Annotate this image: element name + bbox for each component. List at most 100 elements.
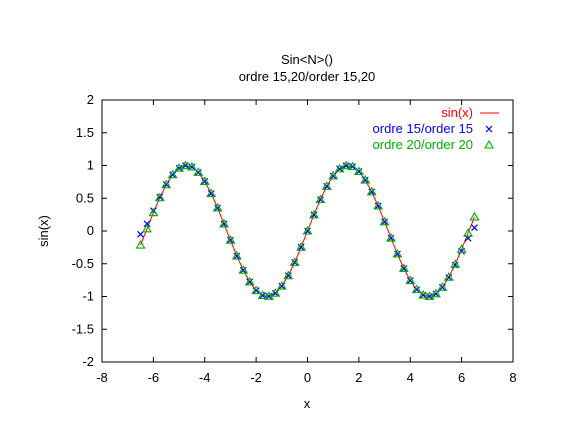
data-point xyxy=(329,172,337,180)
y-axis-ticks: -2 -1.5 -1 -0.5 0 0.5 1 1.5 2 xyxy=(72,92,513,369)
data-point xyxy=(219,218,229,228)
data-point xyxy=(276,280,287,290)
data-point xyxy=(438,283,446,291)
data-point xyxy=(424,291,435,300)
data-point xyxy=(366,186,377,196)
legend-marker xyxy=(484,139,494,149)
data-point xyxy=(398,263,409,273)
data-point xyxy=(379,216,390,226)
data-point xyxy=(342,162,350,170)
x-tick-label: -2 xyxy=(250,370,262,385)
data-point xyxy=(142,223,152,233)
data-point xyxy=(212,202,223,212)
y-axis-label: sin(x) xyxy=(36,215,51,247)
x-tick-label: 4 xyxy=(407,370,414,385)
series-layer xyxy=(135,160,480,300)
data-point xyxy=(231,250,242,260)
data-point xyxy=(148,207,159,217)
data-point xyxy=(207,190,215,197)
data-point xyxy=(316,196,324,204)
data-point xyxy=(413,286,421,294)
x-tick-label: -4 xyxy=(199,370,211,385)
y-tick-label: -2 xyxy=(82,354,94,369)
data-point xyxy=(297,243,305,251)
data-point xyxy=(463,228,473,237)
data-point xyxy=(308,209,319,219)
data-point xyxy=(321,181,332,190)
data-point xyxy=(239,266,247,274)
data-point xyxy=(456,244,467,253)
legend-marker xyxy=(485,125,493,133)
data-point xyxy=(361,176,369,184)
y-tick-label: 1.5 xyxy=(76,125,94,140)
data-point xyxy=(175,164,183,172)
data-point xyxy=(443,272,454,281)
data-point xyxy=(387,234,395,242)
data-point xyxy=(220,220,228,228)
data-point xyxy=(206,188,217,198)
data-point xyxy=(296,242,307,251)
data-point xyxy=(430,288,441,298)
y-tick-label: -1.5 xyxy=(72,321,94,336)
x-tick-label: 2 xyxy=(355,370,362,385)
data-point xyxy=(289,257,300,266)
data-point xyxy=(161,179,172,189)
data-point xyxy=(162,181,170,188)
data-point xyxy=(291,258,299,266)
data-point xyxy=(271,289,279,297)
x-tick-label: 6 xyxy=(458,370,465,385)
data-point xyxy=(469,211,480,221)
legend-label: sin(x) xyxy=(441,105,473,120)
data-point xyxy=(180,160,191,170)
data-point xyxy=(304,227,311,235)
data-point xyxy=(199,176,210,185)
data-point xyxy=(244,276,255,286)
data-point xyxy=(432,290,440,298)
data-point xyxy=(406,277,414,285)
data-point xyxy=(227,236,234,244)
data-point xyxy=(328,170,339,180)
data-point xyxy=(310,211,318,219)
y-tick-label: 1 xyxy=(87,158,94,173)
data-point xyxy=(323,182,331,190)
data-point xyxy=(471,224,478,232)
data-point xyxy=(336,165,344,173)
data-point xyxy=(246,278,254,286)
data-point xyxy=(225,235,236,244)
data-point xyxy=(368,188,376,196)
chart-subtitle: ordre 15,20/order 15,20 xyxy=(239,69,376,84)
data-point xyxy=(381,218,388,226)
x-tick-label: 0 xyxy=(304,370,311,385)
data-point xyxy=(450,259,461,268)
data-point xyxy=(270,288,281,297)
data-point xyxy=(353,166,364,176)
data-point xyxy=(186,161,197,171)
x-tick-label: 8 xyxy=(509,370,516,385)
legend-label: ordre 20/order 20 xyxy=(373,137,473,152)
data-point xyxy=(284,272,292,280)
data-point xyxy=(135,239,146,249)
data-point xyxy=(154,192,165,202)
y-tick-label: 2 xyxy=(87,92,94,107)
data-point xyxy=(437,282,448,291)
y-tick-label: 0.5 xyxy=(76,190,94,205)
legend-label: ordre 15/order 15 xyxy=(373,121,473,136)
data-point xyxy=(315,194,326,204)
data-point xyxy=(347,161,358,171)
data-point xyxy=(418,289,429,299)
data-point xyxy=(169,171,177,179)
data-point xyxy=(238,265,249,274)
x-tick-label: -8 xyxy=(96,370,108,385)
y-tick-label: 0 xyxy=(87,223,94,238)
x-axis-ticks: -8 -6 -4 -2 0 2 4 6 8 xyxy=(96,100,517,385)
data-point xyxy=(283,270,294,280)
data-point xyxy=(405,275,416,285)
data-point xyxy=(156,193,164,201)
data-point xyxy=(182,162,189,169)
data-point xyxy=(392,248,403,258)
data-point xyxy=(302,225,313,235)
data-point xyxy=(411,284,422,294)
data-point xyxy=(201,177,209,185)
